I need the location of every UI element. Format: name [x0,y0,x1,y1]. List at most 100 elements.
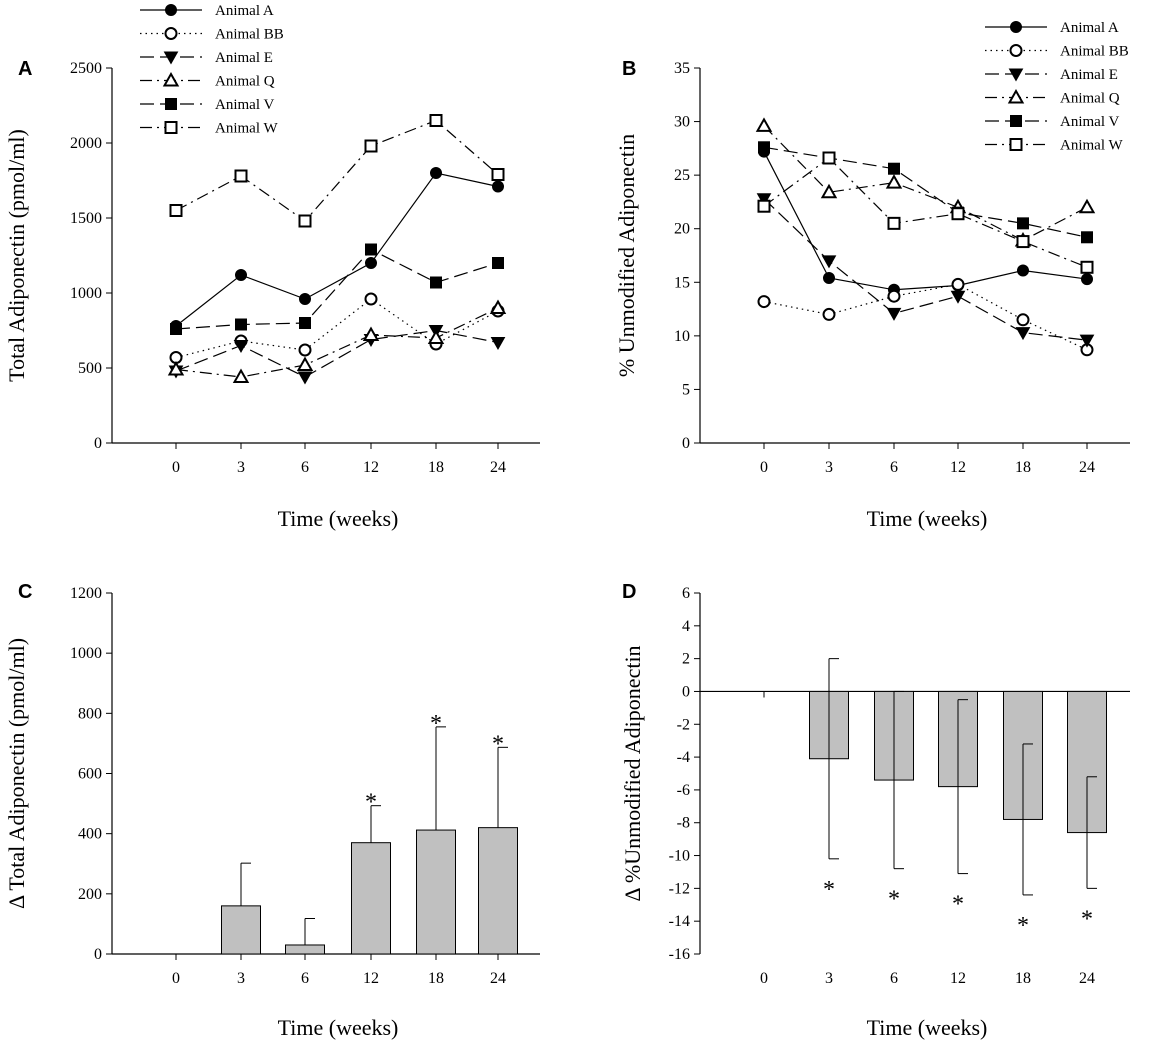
legend-label: Animal A [1060,20,1119,36]
series-animal-bb [757,277,1094,357]
x-axis-title: Time (weeks) [278,506,399,531]
series-line [763,151,1088,291]
legend-item: Animal V [985,114,1119,130]
y-tick-label: 20 [674,221,690,238]
bar-group: * [1003,690,1043,939]
y-tick-label: 600 [78,766,102,783]
legend-label: Animal V [1060,114,1119,130]
legend-label: Animal Q [215,74,275,90]
y-axis-title: Total Adiponectin (pmol/ml) [4,129,29,382]
y-axis-title: % Unmodified Adiponectin [614,134,639,377]
series-animal-w [757,151,1094,274]
data-point [1017,217,1029,230]
legend-label: Animal Q [1060,91,1120,107]
legend-item: Animal BB [140,27,284,43]
legend-item: Animal E [985,67,1118,83]
data-point [297,371,313,385]
legend-marker [1009,138,1023,151]
data-point [299,317,311,329]
bar [221,905,261,955]
x-tick-label: 0 [172,459,180,476]
series-line [763,125,1088,242]
x-tick-label: 0 [760,459,768,476]
legend-item: Animal A [985,20,1119,36]
panel-label: C [18,581,32,603]
y-tick-label: -4 [677,749,690,766]
legend-marker [165,4,177,16]
x-tick-label: 6 [890,970,898,987]
legend-label: Animal A [215,3,274,19]
legend-label: Animal W [1060,138,1123,154]
y-tick-label: 1200 [70,585,102,602]
data-point [167,360,185,376]
data-point [1080,260,1094,274]
x-tick-label: 24 [1079,459,1095,476]
significance-marker: * [823,877,835,903]
x-tick-label: 6 [890,459,898,476]
legend: Animal A Animal BB Animal E Animal Q Animal … [985,20,1129,154]
y-tick-label: 800 [78,705,102,722]
x-tick-label: 6 [301,459,309,476]
data-point [427,329,445,344]
data-point [951,277,965,291]
data-point [362,326,380,341]
panel-label: D [622,581,636,603]
x-axis-title: Time (weeks) [867,506,988,531]
y-axis-title: Δ Total Adiponectin (pmol/ml) [4,638,29,909]
data-point [823,272,835,284]
series-animal-v [758,141,1093,244]
panel-b: 0 5 10 15 20 25 30 35 0 3 6 12 18 24 Time (weeks) % Unm… [614,20,1130,531]
data-point [820,183,838,199]
legend-item: Animal A [140,3,274,19]
bar [416,829,456,955]
data-point [298,343,312,357]
bar-group: * [809,658,849,903]
x-tick-label: 3 [825,970,833,987]
x-tick-label: 24 [490,459,506,476]
bar-group: * [938,690,978,918]
data-point [887,289,901,303]
significance-marker: * [430,711,442,737]
panel-label: B [622,58,636,80]
legend-marker [162,71,180,87]
series-line [175,172,499,327]
data-point [1079,334,1095,348]
y-tick-label: 0 [94,435,102,452]
y-tick-label: 1000 [70,645,102,662]
data-point [822,307,836,321]
series-line [175,119,499,222]
y-tick-label: 500 [78,360,102,377]
data-point [492,257,504,269]
bar [285,944,325,955]
y-tick-label: 30 [674,114,690,131]
data-point [234,169,248,183]
y-tick-label: 6 [682,585,690,602]
x-tick-label: 18 [1015,459,1031,476]
legend-marker [1008,68,1024,82]
legend-label: Animal E [215,50,273,66]
legend-item: Animal W [140,121,278,137]
x-tick-label: 3 [237,459,245,476]
y-tick-label: -16 [669,946,690,963]
data-point [755,117,773,132]
series-line [763,157,1088,268]
legend-item: Animal E [140,50,273,66]
bar-group: * [1067,690,1107,932]
significance-marker: * [888,887,900,913]
y-tick-label: 2 [682,651,690,668]
data-point [365,257,377,269]
series-line [175,307,499,378]
series-line [175,329,499,378]
x-tick-label: 18 [428,459,444,476]
data-point [296,356,314,371]
legend-item: Animal W [985,138,1123,154]
data-point [365,243,377,256]
data-point [821,255,837,269]
y-tick-label: -14 [669,913,690,930]
significance-marker: * [492,731,504,757]
y-tick-label: 10 [674,328,690,345]
legend-marker [1009,44,1023,57]
y-tick-label: 200 [78,886,102,903]
y-axis-title: Δ %Unmodified Adiponectin [620,645,645,901]
